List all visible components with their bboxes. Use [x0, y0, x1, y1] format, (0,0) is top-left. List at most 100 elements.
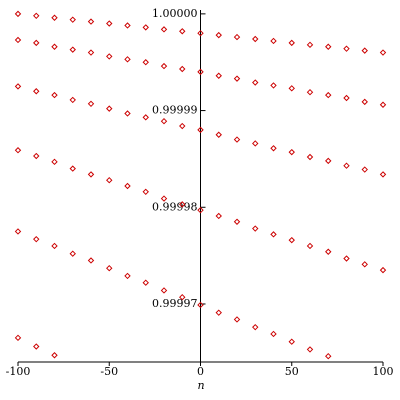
point [197, 68, 204, 76]
point [160, 26, 168, 33]
x-axis-label: n [197, 379, 204, 392]
point [87, 100, 95, 108]
x-tick-label: -100 [6, 365, 31, 378]
point [233, 316, 241, 323]
point [51, 242, 58, 250]
point [69, 250, 76, 257]
point [160, 118, 168, 125]
point [379, 171, 387, 178]
point [270, 330, 277, 338]
point [106, 20, 113, 27]
point [270, 231, 277, 238]
point [33, 88, 40, 95]
point [124, 182, 131, 190]
point [179, 122, 186, 130]
point [215, 131, 222, 138]
point [51, 91, 58, 99]
point [361, 261, 368, 268]
point [14, 147, 22, 154]
point [361, 47, 368, 54]
point [14, 228, 22, 235]
point [87, 18, 95, 25]
point [306, 88, 314, 96]
point [288, 236, 295, 244]
point [124, 22, 131, 29]
point [288, 85, 295, 92]
point [215, 72, 222, 79]
y-tick-label: 1.00000 [152, 7, 198, 20]
point [197, 126, 204, 134]
point [306, 153, 314, 161]
point [379, 49, 387, 56]
point [124, 110, 131, 117]
point [33, 152, 40, 160]
point [142, 279, 149, 286]
x-tick-label: 0 [197, 365, 204, 378]
point [14, 36, 22, 44]
point [306, 242, 314, 250]
point [87, 49, 95, 56]
point [343, 162, 350, 169]
point [69, 46, 76, 53]
point [325, 352, 332, 360]
x-tick-label: 50 [285, 365, 299, 378]
point [69, 16, 76, 23]
point [106, 176, 113, 184]
point [69, 165, 76, 172]
point [142, 59, 149, 66]
point [142, 24, 149, 31]
point [233, 218, 241, 225]
point [106, 105, 113, 112]
point [160, 62, 168, 70]
point [33, 39, 40, 47]
point [252, 225, 259, 232]
point [160, 195, 168, 202]
point [142, 188, 149, 196]
x-tick-label: -50 [100, 365, 118, 378]
point [215, 31, 222, 39]
point [252, 140, 259, 147]
point [197, 301, 204, 309]
point [215, 309, 222, 316]
point [379, 266, 387, 274]
point [325, 248, 332, 255]
point [51, 352, 58, 359]
point [215, 212, 222, 220]
point [33, 235, 40, 243]
point [325, 43, 332, 50]
point [270, 37, 277, 45]
point [343, 94, 350, 102]
y-tick-label: 0.99997 [152, 297, 198, 310]
point [87, 257, 95, 264]
point [233, 33, 241, 41]
point [14, 10, 22, 18]
point [14, 83, 22, 90]
point [87, 171, 95, 178]
point [233, 75, 241, 82]
point [179, 294, 186, 301]
point [106, 264, 113, 272]
point [325, 91, 332, 99]
y-tick-label: 0.99998 [152, 200, 198, 213]
point [106, 53, 113, 60]
point [343, 255, 350, 262]
point [179, 28, 186, 35]
point [288, 148, 295, 156]
point [252, 35, 259, 43]
point [343, 45, 350, 52]
point [306, 41, 314, 49]
point [51, 158, 58, 166]
point [160, 287, 168, 294]
point [124, 272, 131, 280]
point [51, 43, 58, 50]
point [252, 323, 259, 331]
point [179, 65, 186, 73]
point [379, 101, 387, 108]
point [33, 12, 40, 20]
point [233, 136, 241, 143]
point [288, 338, 295, 345]
point [306, 346, 314, 353]
point [124, 56, 131, 63]
point [252, 79, 259, 86]
